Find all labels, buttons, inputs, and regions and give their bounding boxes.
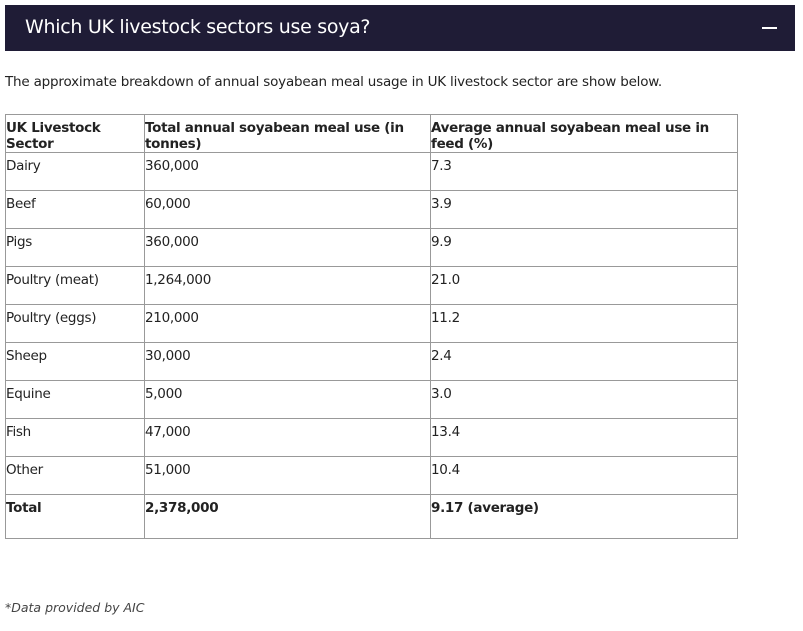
table-row: Beef 60,000 3.9 <box>5 190 738 229</box>
collapse-toggle[interactable] <box>761 19 779 37</box>
column-header: UK Livestock Sector <box>5 114 145 153</box>
table-row: Pigs 360,000 9.9 <box>5 228 738 267</box>
table-cell: Dairy <box>5 152 145 191</box>
table-cell: 21.0 <box>430 266 738 305</box>
table-cell: 3.9 <box>430 190 738 229</box>
section-header: Which UK livestock sectors use soya? <box>5 5 795 51</box>
total-cell: 9.17 (average) <box>430 494 738 539</box>
total-cell: 2,378,000 <box>144 494 431 539</box>
section-title: Which UK livestock sectors use soya? <box>25 16 371 38</box>
table-cell: Poultry (eggs) <box>5 304 145 343</box>
table-cell: 9.9 <box>430 228 738 267</box>
table-row: Fish 47,000 13.4 <box>5 418 738 457</box>
table-cell: Equine <box>5 380 145 419</box>
table-cell: 2.4 <box>430 342 738 381</box>
table-cell: Beef <box>5 190 145 229</box>
table-row: Poultry (eggs) 210,000 11.2 <box>5 304 738 343</box>
table-cell: 30,000 <box>144 342 431 381</box>
table-cell: 210,000 <box>144 304 431 343</box>
header-row: UK Livestock Sector Total annual soyabean… <box>5 114 738 153</box>
table-cell: 10.4 <box>430 456 738 495</box>
table-cell: 360,000 <box>144 152 431 191</box>
table-cell: 13.4 <box>430 418 738 457</box>
table-cell: 7.3 <box>430 152 738 191</box>
total-row: Total 2,378,000 9.17 (average) <box>5 494 738 539</box>
table-cell: 60,000 <box>144 190 431 229</box>
column-header: Average annual soyabean meal use in feed… <box>430 114 738 153</box>
table-row: Equine 5,000 3.0 <box>5 380 738 419</box>
table-cell: Other <box>5 456 145 495</box>
table-cell: Poultry (meat) <box>5 266 145 305</box>
table-row: Other 51,000 10.4 <box>5 456 738 495</box>
table-cell: 51,000 <box>144 456 431 495</box>
table-cell: 1,264,000 <box>144 266 431 305</box>
table-row: Poultry (meat) 1,264,000 21.0 <box>5 266 738 305</box>
table-cell: 3.0 <box>430 380 738 419</box>
total-cell: Total <box>5 494 145 539</box>
table-cell: 5,000 <box>144 380 431 419</box>
table-cell: 360,000 <box>144 228 431 267</box>
table-body: Dairy 360,000 7.3 Beef 60,000 3.9 Pigs 360,000 9… <box>5 152 738 539</box>
table-cell: Pigs <box>5 228 145 267</box>
data-table: UK Livestock Sector Total annual soyabean… <box>5 114 738 539</box>
table-cell: Sheep <box>5 342 145 381</box>
intro-text: The approximate breakdown of annual soya… <box>5 74 662 90</box>
table-cell: Fish <box>5 418 145 457</box>
column-header: Total annual soyabean meal use (in tonne… <box>144 114 431 153</box>
minus-icon <box>762 27 777 29</box>
table-cell: 47,000 <box>144 418 431 457</box>
table-cell: 11.2 <box>430 304 738 343</box>
footnote: *Data provided by AIC <box>5 600 145 615</box>
table-row: Dairy 360,000 7.3 <box>5 152 738 191</box>
table-row: Sheep 30,000 2.4 <box>5 342 738 381</box>
